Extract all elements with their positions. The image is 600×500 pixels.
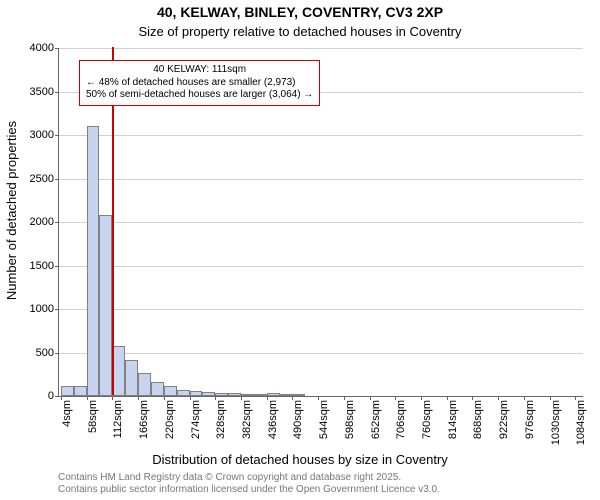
histogram-bar bbox=[241, 394, 254, 396]
xtick-label: 382sqm bbox=[241, 400, 253, 439]
gridline-h bbox=[59, 48, 583, 49]
histogram-bar bbox=[151, 382, 164, 396]
gridline-h bbox=[59, 179, 583, 180]
histogram-bar bbox=[61, 386, 74, 396]
ytick-label: 3000 bbox=[30, 129, 59, 141]
xtick-label: 112sqm bbox=[112, 400, 124, 438]
xtick-label: 328sqm bbox=[215, 400, 227, 439]
y-axis-label-text: Number of detached properties bbox=[5, 120, 20, 299]
gridline-h bbox=[59, 353, 583, 354]
xtick-label: 652sqm bbox=[370, 400, 382, 439]
histogram-bar bbox=[74, 386, 87, 396]
xtick-label: 814sqm bbox=[447, 400, 459, 439]
histogram-bar bbox=[267, 393, 280, 396]
histogram-bar bbox=[125, 360, 138, 396]
histogram-bar bbox=[202, 392, 215, 396]
xtick-label: 274sqm bbox=[190, 400, 202, 439]
callout-line3: 50% of semi-detached houses are larger (… bbox=[86, 89, 313, 102]
histogram-bar bbox=[254, 394, 267, 396]
callout-line1: 40 KELWAY: 111sqm bbox=[86, 64, 313, 77]
gridline-h bbox=[59, 222, 583, 223]
gridline-h bbox=[59, 309, 583, 310]
ytick-label: 4000 bbox=[30, 42, 59, 54]
ytick-label: 0 bbox=[48, 390, 59, 402]
xtick-label: 976sqm bbox=[524, 400, 536, 439]
histogram-bar bbox=[215, 393, 228, 396]
chart-root: 40, KELWAY, BINLEY, COVENTRY, CV3 2XP Si… bbox=[0, 0, 600, 500]
xtick-label: 58sqm bbox=[87, 400, 99, 433]
attribution-footer: Contains HM Land Registry data © Crown c… bbox=[58, 472, 440, 496]
ytick-label: 2500 bbox=[30, 173, 59, 185]
xtick-label: 598sqm bbox=[344, 400, 356, 439]
xtick-label: 1030sqm bbox=[550, 400, 562, 445]
xtick-label: 4sqm bbox=[61, 400, 73, 427]
histogram-bar bbox=[112, 346, 125, 396]
histogram-bar bbox=[164, 386, 177, 396]
callout-box: 40 KELWAY: 111sqm ← 48% of detached hous… bbox=[79, 60, 320, 106]
ytick-label: 1000 bbox=[30, 303, 59, 315]
chart-title-line1: 40, KELWAY, BINLEY, COVENTRY, CV3 2XP bbox=[0, 4, 600, 20]
xtick-label: 166sqm bbox=[138, 400, 150, 439]
xtick-label: 436sqm bbox=[267, 400, 279, 439]
ytick-label: 1500 bbox=[30, 260, 59, 272]
histogram-bar bbox=[177, 390, 190, 396]
histogram-bar bbox=[280, 394, 293, 396]
xtick-label: 760sqm bbox=[421, 400, 433, 439]
xtick-label: 220sqm bbox=[164, 400, 176, 439]
histogram-bar bbox=[228, 393, 241, 396]
y-axis-label: Number of detached properties bbox=[2, 0, 22, 420]
footer-line2: Contains public sector information licen… bbox=[58, 484, 440, 496]
xtick-label: 922sqm bbox=[498, 400, 510, 439]
footer-line1: Contains HM Land Registry data © Crown c… bbox=[58, 472, 440, 484]
ytick-label: 500 bbox=[36, 347, 59, 359]
callout-line2: ← 48% of detached houses are smaller (2,… bbox=[86, 77, 313, 90]
xtick-label: 868sqm bbox=[472, 400, 484, 439]
chart-title-line2: Size of property relative to detached ho… bbox=[0, 24, 600, 39]
xtick-label: 544sqm bbox=[318, 400, 330, 439]
histogram-bar bbox=[292, 394, 305, 396]
histogram-bar bbox=[138, 373, 151, 396]
xtick-label: 490sqm bbox=[292, 400, 304, 439]
xtick-label: 1084sqm bbox=[575, 400, 587, 445]
ytick-label: 3500 bbox=[30, 86, 59, 98]
gridline-h bbox=[59, 266, 583, 267]
histogram-bar bbox=[190, 391, 203, 396]
histogram-bar bbox=[87, 126, 100, 396]
histogram-bar bbox=[99, 215, 112, 396]
x-axis-label: Distribution of detached houses by size … bbox=[0, 452, 600, 467]
ytick-label: 2000 bbox=[30, 216, 59, 228]
gridline-h bbox=[59, 135, 583, 136]
xtick-label: 706sqm bbox=[395, 400, 407, 439]
